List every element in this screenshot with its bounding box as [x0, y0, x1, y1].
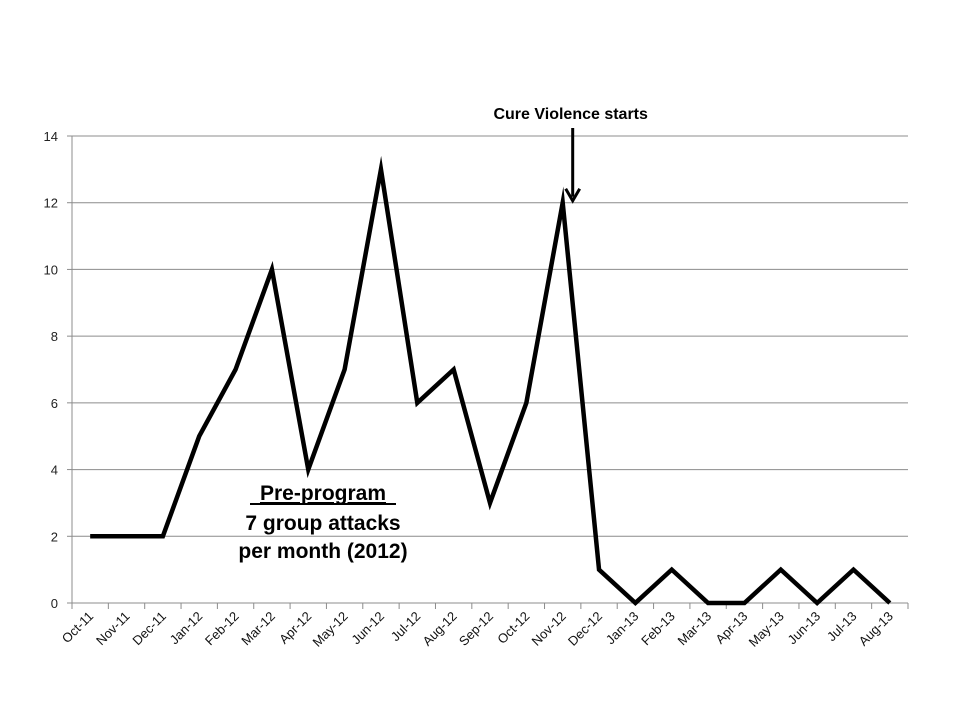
- x-tick-label: Jun-13: [785, 609, 824, 648]
- pre-program-line3: per month (2012): [238, 540, 407, 563]
- y-tick-label: 10: [44, 262, 58, 277]
- x-tick-label: Oct-11: [59, 609, 97, 647]
- x-tick-label: Nov-11: [93, 609, 133, 649]
- pre-program-title: Pre-program: [260, 482, 386, 505]
- y-tick-label: 2: [51, 529, 58, 544]
- x-tick-label: Sep-12: [456, 609, 496, 649]
- x-tick-label: Feb-12: [202, 609, 242, 649]
- x-tick-label: Apr-13: [712, 609, 750, 647]
- x-tick-label: Apr-12: [276, 609, 314, 647]
- x-tick-label: May-13: [746, 609, 787, 650]
- x-tick-label: Jul-13: [824, 609, 860, 645]
- x-tick-label: Aug-13: [856, 609, 896, 649]
- x-tick-label: Feb-13: [638, 609, 678, 649]
- series-line: [90, 155, 892, 607]
- series: [90, 155, 892, 607]
- arrow-head: [564, 187, 581, 204]
- x-tick-label: Oct-12: [494, 609, 532, 647]
- y-tick-label: 12: [44, 196, 58, 211]
- axes: [67, 135, 909, 609]
- y-tick-label: 8: [51, 329, 58, 344]
- y-tick-label: 14: [44, 129, 58, 144]
- x-tick-label: Jul-12: [388, 609, 424, 645]
- x-tick-label: Mar-12: [238, 609, 278, 649]
- x-tick-label: Jan-13: [603, 609, 642, 648]
- event-annotation-label: Cure Violence starts: [493, 106, 648, 123]
- event-annotation-arrow: [564, 128, 581, 204]
- x-tick-label: Dec-12: [565, 609, 605, 649]
- x-tick-label: May-12: [309, 609, 350, 650]
- x-tick-label: Jan-12: [167, 609, 206, 648]
- pre-program-line2: 7 group attacks: [245, 512, 400, 535]
- x-tick-label: Dec-11: [129, 609, 169, 649]
- x-tick-labels: Oct-11Nov-11Dec-11Jan-12Feb-12Mar-12Apr-…: [59, 609, 896, 650]
- x-tick-label: Nov-12: [529, 609, 569, 649]
- x-tick-label: Aug-12: [420, 609, 460, 649]
- y-tick-label: 6: [51, 396, 58, 411]
- y-tick-label: 0: [51, 596, 58, 611]
- x-tick-label: Jun-12: [348, 609, 387, 648]
- gridlines: [72, 135, 908, 537]
- x-tick-label: Mar-13: [674, 609, 714, 649]
- y-tick-labels: 0 2 4 6 8 10 12 14: [44, 129, 58, 611]
- pre-program-annotation: Pre-program 7 group attacks per month (2…: [238, 482, 407, 563]
- y-tick-label: 4: [51, 463, 58, 478]
